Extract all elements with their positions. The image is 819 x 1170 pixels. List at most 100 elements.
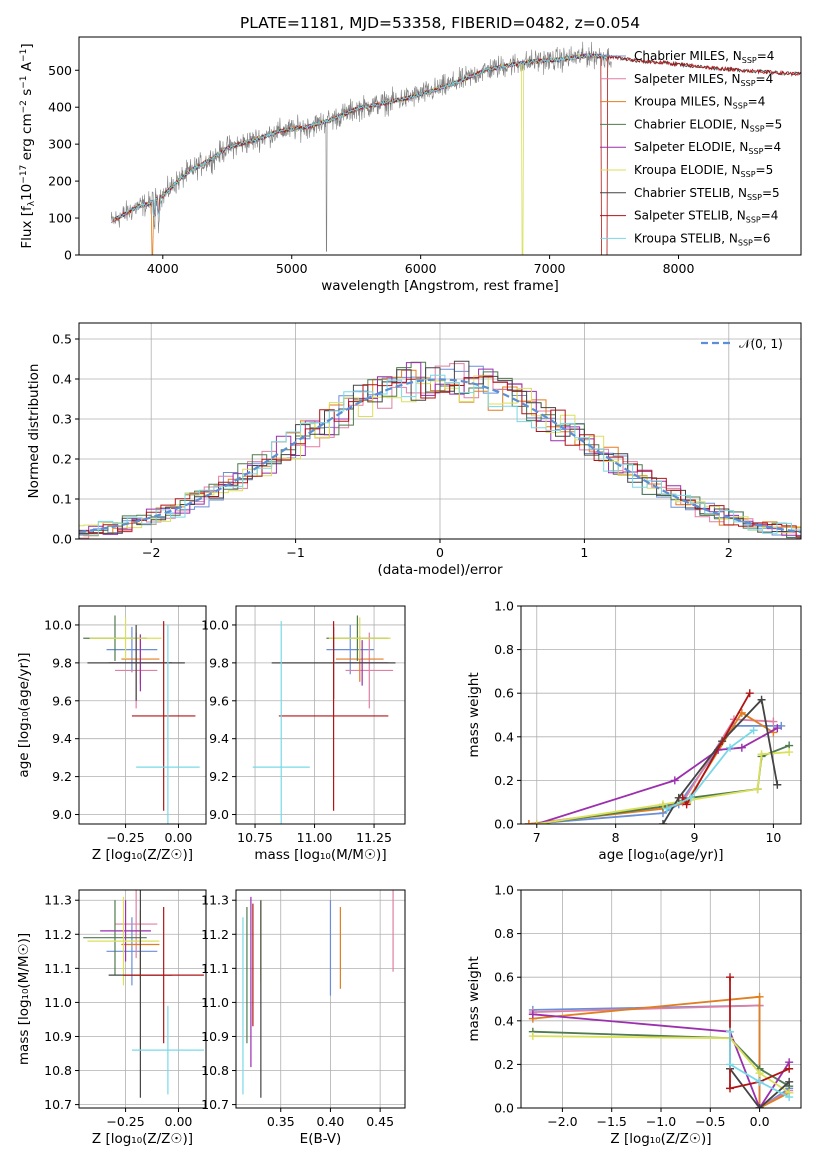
age-vs-mass-marks — [252, 615, 396, 824]
x-tick-label: 0.45 — [366, 1114, 394, 1129]
mass-vs-EBV-marks — [242, 890, 394, 1098]
y-axis-label-part: Flux [f — [19, 205, 35, 249]
legend-entry: Salpeter STELIB, NSSP=4 — [634, 209, 778, 225]
x-tick-label: −0.25 — [106, 1114, 144, 1129]
legend-nssp: =4 — [748, 95, 766, 109]
y-axis-label: mass weight — [466, 672, 482, 757]
mass-weight-line — [532, 1013, 790, 1108]
mass-weight-point — [528, 1032, 537, 1041]
y-tick-label: 10.0 — [201, 617, 229, 632]
model-spectrum-line — [115, 53, 801, 255]
mass-weight-vs-Z-panel: −2.0 −1.5 −1.0 −0.5 0.0 0.0 0.2 0.4 0.6 0.8 1.0 Z [… — [466, 883, 802, 1147]
x-tick-label: 10.75 — [237, 830, 273, 845]
model-spectrum-line — [112, 53, 608, 255]
model-spectrum-line — [114, 53, 608, 255]
mass-weight-point — [682, 800, 691, 809]
y-tick-label: 0.5 — [52, 332, 72, 347]
y-tick-label: 10.7 — [201, 1097, 229, 1112]
y-tick-label: 500 — [48, 63, 72, 78]
mass-weight-line — [729, 1068, 790, 1108]
y-axis-label: Flux [fλ10−17 erg cm−2 s−1 A−1] — [19, 43, 37, 248]
mass-vs-Z-panel: −0.25 0.00 10.7 10.8 10.9 11.0 11.1 11.2 11.3 Z [… — [16, 889, 207, 1147]
x-tick-label: 0 — [436, 545, 444, 560]
y-tick-label: 0.8 — [494, 642, 514, 657]
axes-frame — [78, 889, 207, 1109]
y-axis-label-part: A — [19, 61, 35, 75]
y-tick-label: 11.0 — [201, 995, 229, 1010]
x-tick-label: 0.40 — [317, 1114, 345, 1129]
residual-histogram-panel: −2 −1 0 1 2 0.0 0.1 0.2 0.3 0.4 0.5 (data-model)/er… — [26, 322, 802, 578]
y-axis-label-part: −1 — [19, 75, 29, 88]
legend-text: Kroupa MILES, N — [634, 95, 733, 109]
mass-weight-point — [773, 780, 782, 789]
y-tick-label: 300 — [48, 137, 72, 152]
y-tick-label: 0.2 — [494, 773, 514, 788]
x-tick-label: −1 — [286, 545, 304, 560]
y-tick-label: 9.0 — [52, 807, 72, 822]
legend-sub: SSP — [738, 238, 753, 247]
age-vs-Z-panel: −0.25 0.00 9.0 9.2 9.4 9.6 9.8 10.0 Z [log₁₀(Z/Z… — [16, 605, 207, 863]
mass-weight-point — [524, 820, 533, 824]
mass-weight-point — [785, 1064, 794, 1073]
mass-weight-point — [528, 1010, 537, 1019]
histogram-step-line — [79, 360, 801, 535]
legend-text: Salpeter STELIB, N — [634, 209, 746, 223]
y-tick-label: 0.4 — [494, 1013, 514, 1028]
mass-weight-point — [785, 748, 794, 757]
y-axis-label: mass [log₁₀(M/M☉)] — [16, 933, 32, 1065]
y-tick-label: 0.2 — [52, 452, 72, 467]
y-tick-label: 0.2 — [494, 1057, 514, 1072]
mass-weight-line — [729, 1031, 790, 1098]
y-tick-label: 0.6 — [494, 686, 514, 701]
y-tick-label: 10.8 — [44, 1063, 72, 1078]
mass-weight-point — [755, 992, 764, 1001]
y-tick-label: 0.0 — [494, 1101, 514, 1116]
legend-nssp: =5 — [756, 163, 774, 177]
y-axis-label-part: −2 — [19, 100, 29, 113]
mass-weight-point — [726, 1084, 735, 1093]
x-tick-label: 11.00 — [297, 830, 333, 845]
mass-weight-point — [670, 776, 679, 785]
legend-sub: SSP — [748, 147, 763, 156]
y-tick-label: 1.0 — [494, 599, 514, 614]
mass-weight-line — [536, 751, 790, 824]
y-tick-label: 1.0 — [494, 883, 514, 898]
normal-curve-line — [79, 378, 801, 534]
x-tick-label: 11.25 — [356, 830, 392, 845]
y-tick-label: 10.9 — [44, 1029, 72, 1044]
mass-weight-point — [658, 820, 667, 824]
legend-entry: Chabrier ELODIE, NSSP=5 — [634, 117, 782, 133]
y-tick-label: 9.0 — [209, 807, 229, 822]
x-axis-label: age [log₁₀(age/yr)] — [598, 847, 723, 863]
mass-weight-point — [726, 743, 735, 752]
mass-weight-vs-Z-marks — [528, 973, 794, 1108]
legend-text: Kroupa ELODIE, N — [634, 163, 741, 177]
mass-weight-point — [785, 1077, 794, 1086]
mass-weight-point — [753, 785, 762, 794]
mass-weight-point — [662, 804, 671, 813]
y-tick-label: 0.0 — [494, 817, 514, 832]
mass-weight-line — [532, 1035, 790, 1094]
y-tick-label: 0.3 — [52, 412, 72, 427]
y-tick-label: 0 — [64, 248, 72, 263]
x-tick-label: −2.0 — [547, 1114, 577, 1129]
mass-weight-point — [749, 726, 758, 735]
y-tick-label: 0.4 — [52, 372, 72, 387]
x-axis-label: E(B-V) — [300, 1131, 342, 1147]
mass-weight-point — [755, 1069, 764, 1078]
legend-nssp: =5 — [765, 117, 783, 131]
x-tick-label: 6000 — [405, 261, 437, 276]
mass-weight-point — [755, 1104, 764, 1108]
y-tick-label: 0.0 — [52, 532, 72, 547]
y-tick-label: 9.6 — [209, 693, 229, 708]
x-axis-label: Z [log₁₀(Z/Z☉)] — [610, 1131, 711, 1147]
x-tick-label: −0.5 — [695, 1114, 725, 1129]
legend-sub: SSP — [741, 170, 756, 179]
y-tick-label: 9.2 — [209, 769, 229, 784]
y-tick-label: 11.2 — [201, 927, 229, 942]
mass-weight-point — [757, 695, 766, 704]
y-tick-label: 11.3 — [44, 893, 72, 908]
y-axis-label-part: s — [19, 89, 35, 100]
legend-text: Kroupa STELIB, N — [634, 231, 738, 245]
